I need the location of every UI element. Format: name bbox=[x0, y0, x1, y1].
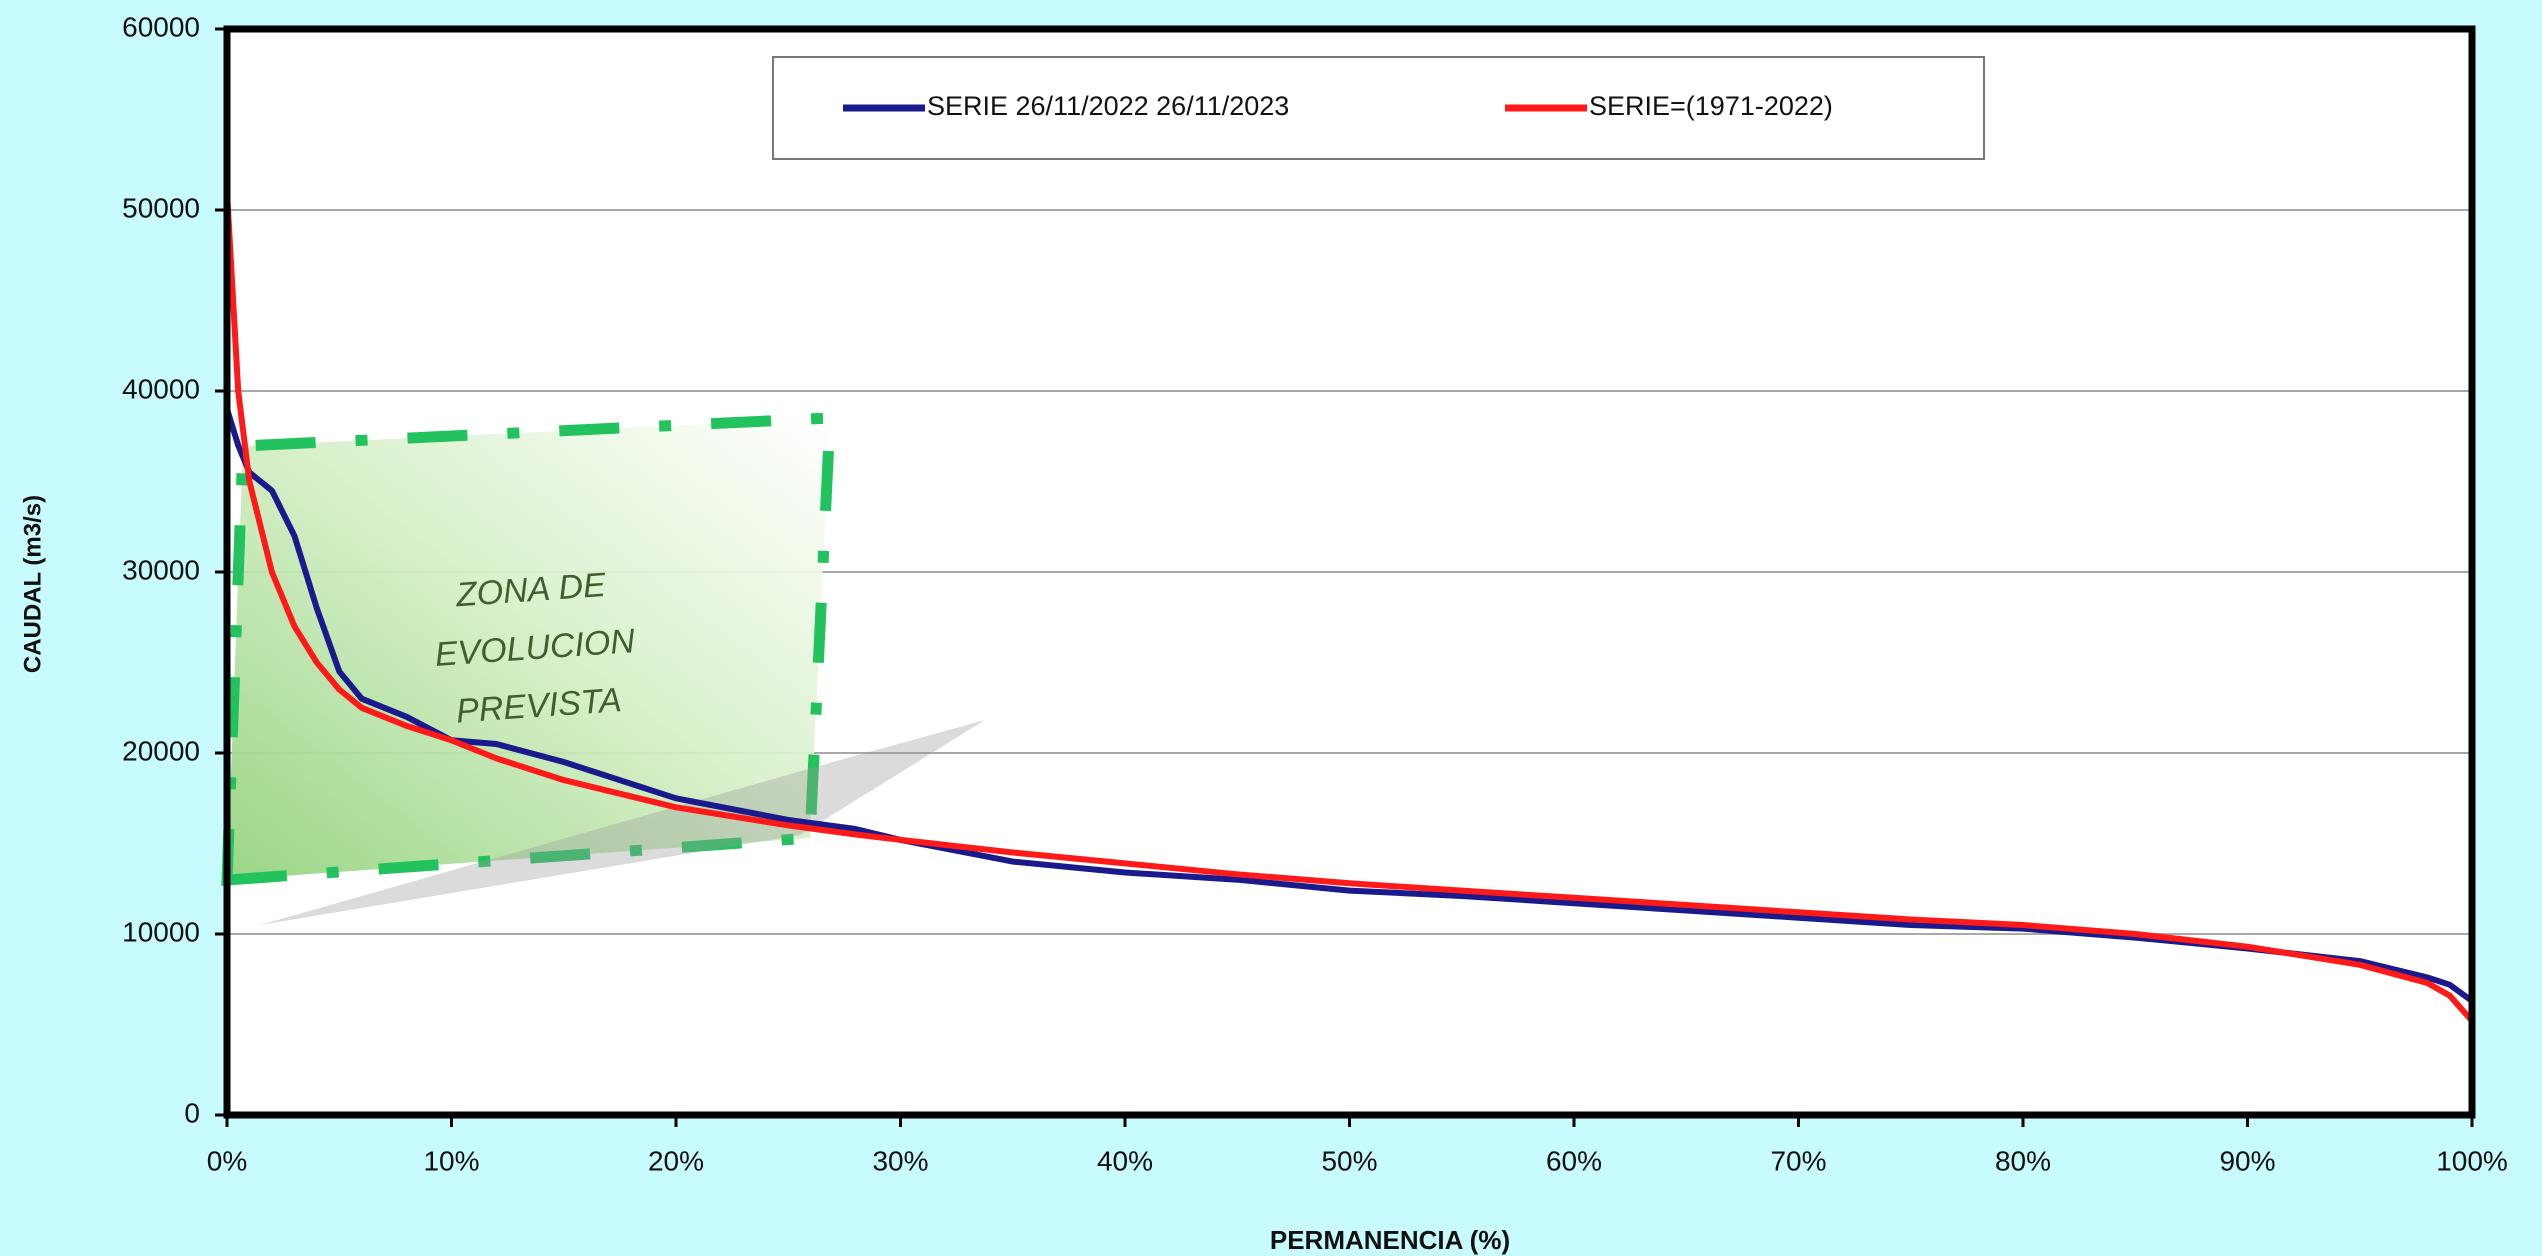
zone-fill bbox=[227, 418, 830, 880]
x-tick-label: 100% bbox=[2436, 1145, 2508, 1176]
legend bbox=[772, 56, 1985, 160]
x-tick-label: 50% bbox=[1321, 1145, 1377, 1176]
x-tick-label: 60% bbox=[1546, 1145, 1602, 1176]
y-axis-label: CAUDAL (m3/s) bbox=[19, 495, 46, 673]
x-tick-label: 40% bbox=[1097, 1145, 1153, 1176]
x-tick-label: 0% bbox=[207, 1145, 247, 1176]
y-tick-label: 60000 bbox=[122, 11, 200, 42]
y-tick-label: 40000 bbox=[122, 373, 200, 404]
x-tick-label: 90% bbox=[2219, 1145, 2275, 1176]
zone-shadow bbox=[260, 720, 985, 925]
x-tick-label: 10% bbox=[423, 1145, 479, 1176]
y-tick-label: 20000 bbox=[122, 735, 200, 766]
series-line bbox=[224, 191, 2475, 1023]
legend-label: SERIE=(1971-2022) bbox=[1589, 91, 1833, 121]
x-tick-label: 70% bbox=[1770, 1145, 1826, 1176]
x-tick-label: 30% bbox=[872, 1145, 928, 1176]
y-tick-label: 10000 bbox=[122, 916, 200, 947]
x-tick-label: 20% bbox=[648, 1145, 704, 1176]
y-tick-label: 50000 bbox=[122, 192, 200, 223]
x-axis-label: PERMANENCIA (%) bbox=[1270, 1225, 1510, 1255]
y-tick-label: 30000 bbox=[122, 554, 200, 585]
y-tick-label: 0 bbox=[184, 1097, 200, 1128]
legend-label: SERIE 26/11/2022 26/11/2023 bbox=[927, 91, 1289, 121]
x-tick-label: 80% bbox=[1995, 1145, 2051, 1176]
